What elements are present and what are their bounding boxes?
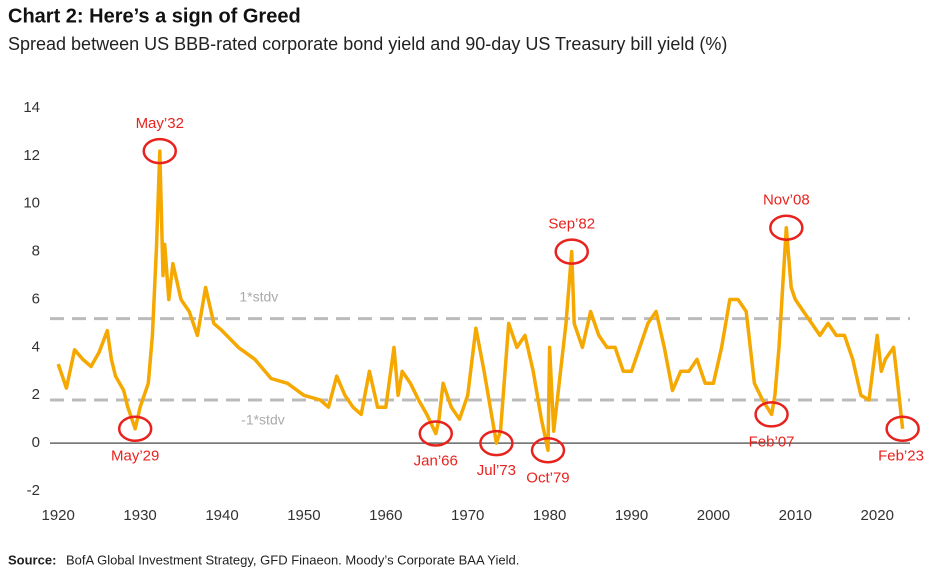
spread-line	[56, 149, 905, 453]
x-tick-label: 1990	[615, 507, 648, 524]
annotation-label: Sep’82	[548, 216, 595, 233]
chart-title: Chart 2: Here’s a sign of Greed	[8, 5, 301, 27]
y-tick-label: 10	[23, 195, 40, 212]
y-tick-label: 8	[32, 243, 40, 260]
annotation-label: May’32	[136, 115, 184, 132]
annotation-circle	[142, 137, 178, 165]
y-tick-label: 0	[32, 434, 40, 451]
annotation-circle	[479, 429, 514, 457]
annotation-circle	[754, 401, 789, 428]
annotation-label: Jan’66	[414, 453, 458, 470]
stdv-label: -1*stdv	[241, 412, 285, 428]
x-tick-label: 2020	[861, 507, 894, 524]
annotation-circle	[117, 415, 153, 443]
y-tick-label: 4	[32, 338, 40, 355]
y-tick-label: 6	[32, 290, 40, 307]
x-tick-label: 2010	[779, 507, 812, 524]
chart-subtitle: Spread between US BBB-rated corporate bo…	[8, 34, 727, 54]
x-tick-label: 1980	[533, 507, 566, 524]
annotation-circle	[418, 420, 454, 447]
x-tick-label: 1970	[451, 507, 484, 524]
source-text: BofA Global Investment Strategy, GFD Fin…	[66, 552, 519, 567]
annotation-label: Jul’73	[477, 462, 516, 479]
stdv-label: 1*stdv	[239, 288, 278, 304]
y-tick-label: 14	[23, 99, 40, 116]
y-tick-label: 2	[32, 386, 40, 403]
source-label: Source:	[8, 552, 56, 567]
x-tick-label: 1960	[369, 507, 402, 524]
annotation-label: May’29	[111, 448, 159, 465]
annotation-circle	[885, 415, 920, 443]
annotation-circle	[554, 238, 589, 265]
x-tick-label: 1950	[287, 507, 320, 524]
annotation-label: Feb’23	[878, 448, 924, 465]
x-tick-label: 1930	[123, 507, 156, 524]
x-tick-label: 1920	[42, 507, 75, 524]
x-tick-label: 2000	[697, 507, 730, 524]
annotation-circle	[530, 437, 566, 464]
annotation-label: Feb’07	[749, 433, 795, 450]
annotation-label: Nov’08	[763, 192, 810, 209]
y-tick-label: -2	[27, 482, 40, 499]
y-tick-label: 12	[23, 147, 40, 164]
annotation-label: Oct’79	[526, 469, 569, 486]
annotation-circle	[769, 214, 804, 241]
x-tick-label: 1940	[205, 507, 238, 524]
